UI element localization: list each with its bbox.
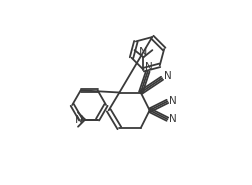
Text: N: N [163,71,171,81]
Text: N: N [139,47,147,57]
Text: N: N [168,114,176,124]
Text: N: N [168,96,176,106]
Text: N: N [144,62,152,72]
Text: N: N [74,115,83,125]
